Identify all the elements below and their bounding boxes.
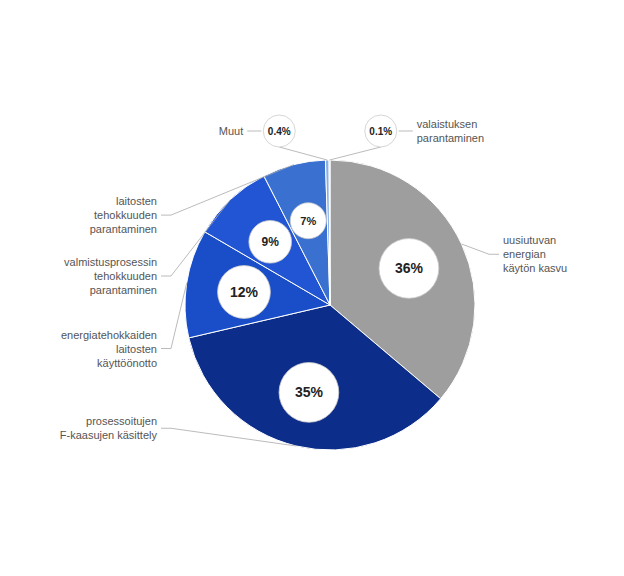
category-label-line: F-kaasujen käsittely — [60, 429, 158, 441]
category-label: Muut — [219, 125, 243, 137]
leader-line — [330, 147, 381, 160]
category-label: energiatehokkaiden laitosten käyttöönotto — [61, 329, 157, 369]
data-label: 0.1% — [369, 126, 392, 137]
data-label: 35% — [295, 384, 324, 400]
pie-slice — [325, 160, 330, 305]
category-label: uusiutuvan energian käytön kasvu — [503, 234, 567, 274]
category-label-line: uusiutuvan — [503, 234, 556, 246]
data-label: 0.4% — [268, 126, 291, 137]
data-label: 36% — [395, 260, 424, 276]
category-label-line: Muut — [219, 125, 243, 137]
leader-line — [399, 131, 413, 132]
leader-line — [161, 283, 187, 348]
leader-line — [462, 244, 499, 254]
category-label-line: parantaminen — [90, 284, 157, 296]
chart-container: 36% uusiutuvan energian käytön kasvu 35% pros… — [0, 0, 624, 576]
leader-line — [247, 131, 261, 132]
category-label: prosessoitujen F-kaasujen käsittely — [60, 415, 158, 441]
value-label-circle — [218, 266, 271, 319]
category-label-line: käyttöönotto — [97, 357, 157, 369]
value-label-circle — [249, 220, 292, 263]
category-label: laitosten tehokkuuden parantaminen — [90, 195, 157, 235]
value-label-circle — [279, 363, 339, 423]
category-label: valaistuksen parantaminen — [417, 118, 484, 144]
category-label-line: valmistusprosessin — [64, 256, 157, 268]
category-label-line: parantaminen — [90, 223, 157, 235]
data-label: 9% — [262, 235, 280, 249]
leader-lines — [161, 131, 499, 446]
category-label-line: parantaminen — [417, 132, 484, 144]
data-label: 12% — [230, 284, 259, 300]
pie-slice — [329, 160, 331, 305]
value-label-circles — [218, 115, 439, 422]
category-label-line: energian — [503, 248, 546, 260]
value-label-circle — [263, 115, 295, 147]
leader-line — [161, 428, 296, 446]
category-label-line: tehokkuuden — [94, 209, 157, 221]
category-label-line: valaistuksen — [417, 118, 478, 130]
category-label: valmistusprosessin tehokkuuden parantamine… — [64, 256, 157, 296]
leader-line — [161, 165, 294, 215]
value-label-circle — [365, 115, 397, 147]
category-label-line: laitosten — [116, 343, 157, 355]
leader-line — [279, 147, 327, 160]
data-label: 7% — [300, 215, 316, 227]
value-label-circle — [290, 203, 326, 239]
value-label-circle — [379, 239, 439, 299]
pie — [185, 160, 475, 450]
chart: 36% uusiutuvan energian käytön kasvu 35% pros… — [0, 0, 624, 576]
labels: 36% uusiutuvan energian käytön kasvu 35% pros… — [60, 118, 567, 441]
category-label-line: tehokkuuden — [94, 270, 157, 282]
category-label-line: prosessoitujen — [86, 415, 157, 427]
leader-line — [161, 200, 230, 276]
category-label-line: energiatehokkaiden — [61, 329, 157, 341]
category-label-line: käytön kasvu — [503, 262, 567, 274]
category-label-line: laitosten — [116, 195, 157, 207]
